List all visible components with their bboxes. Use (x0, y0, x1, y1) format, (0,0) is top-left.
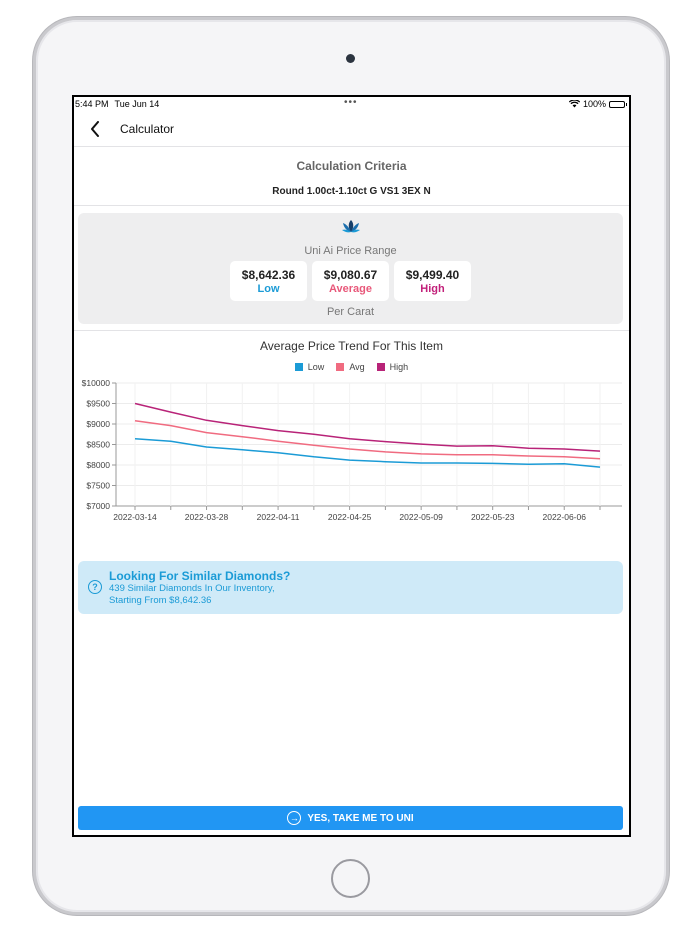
y-tick-label: $9500 (86, 399, 110, 409)
high-label: High (420, 282, 445, 295)
camera-icon (346, 54, 355, 63)
home-button[interactable] (331, 859, 370, 898)
average-label: Average (328, 282, 372, 295)
legend-label-high: High (389, 362, 409, 372)
page-title: Calculator (120, 121, 175, 136)
status-date: Tue Jun 14 (114, 99, 160, 109)
nav-bar: Calculator (74, 111, 629, 147)
price-box-high: $9,499.40 High (394, 261, 471, 301)
y-tick-label: $7500 (86, 481, 110, 491)
price-trend-chart: Average Price Trend For This Item Low Av… (74, 330, 629, 530)
chart-plot: $10000$9500$9000$8500$8000$7500$70002022… (82, 378, 622, 522)
app-screen: 5:44 PM Tue Jun 14 ••• 100% Calculator (74, 97, 629, 835)
take-me-to-uni-button[interactable]: → YES, TAKE ME TO UNI (78, 806, 623, 830)
legend-item-avg[interactable]: Avg (336, 362, 365, 372)
calculation-criteria: Calculation Criteria Round 1.00ct-1.10ct… (74, 148, 629, 206)
price-box-low: $8,642.36 Low (230, 261, 307, 301)
question-circle-icon: ? (88, 580, 102, 594)
average-price: $9,080.67 (323, 267, 378, 282)
y-tick-label: $9000 (86, 419, 110, 429)
x-tick-label: 2022-05-09 (399, 512, 443, 522)
x-tick-label: 2022-05-23 (471, 512, 515, 522)
legend-item-high[interactable]: High (376, 362, 409, 372)
multitask-dots-icon[interactable]: ••• (344, 97, 358, 108)
banner-inventory-count: 439 Similar Diamonds In Our Inventory, (109, 583, 275, 594)
arrow-right-circle-icon: → (287, 811, 302, 825)
status-indicators: 100% (568, 99, 627, 109)
y-tick-label: $10000 (82, 378, 111, 388)
legend-item-low[interactable]: Low (294, 362, 325, 372)
low-price: $8,642.36 (241, 267, 296, 282)
battery-percent: 100% (582, 99, 606, 109)
similar-diamonds-banner[interactable]: ? Looking For Similar Diamonds? 439 Simi… (78, 561, 623, 614)
status-bar: 5:44 PM Tue Jun 14 ••• 100% (74, 97, 629, 111)
criteria-value: Round 1.00ct-1.10ct G VS1 3EX N (272, 186, 431, 197)
series-line-avg (134, 419, 601, 460)
low-label: Low (257, 282, 280, 295)
x-tick-label: 2022-03-14 (113, 512, 157, 522)
banner-text: Looking For Similar Diamonds? 439 Simila… (109, 569, 290, 607)
legend-label-low: Low (307, 362, 325, 372)
back-button[interactable] (80, 114, 110, 144)
banner-starting-price: Starting From $8,642.36 (109, 595, 212, 606)
criteria-title: Calculation Criteria (296, 159, 407, 173)
y-tick-label: $8500 (86, 440, 110, 450)
x-tick-label: 2022-06-06 (542, 512, 586, 522)
legend-swatch-high (376, 363, 385, 371)
series-line-low (134, 438, 601, 468)
screen: 5:44 PM Tue Jun 14 ••• 100% Calculator (72, 95, 631, 837)
high-price: $9,499.40 (405, 267, 460, 282)
status-time: 5:44 PM (75, 99, 109, 109)
y-tick-label: $7000 (86, 501, 110, 511)
price-boxes: $8,642.36 Low $9,080.67 Average $9,499.4… (230, 261, 471, 301)
price-box-average: $9,080.67 Average (312, 261, 389, 301)
legend-label-avg: Avg (349, 362, 365, 372)
x-tick-label: 2022-03-28 (185, 512, 229, 522)
price-range-card: Uni Ai Price Range $8,642.36 Low $9,080.… (78, 213, 623, 324)
chart-title: Average Price Trend For This Item (260, 339, 443, 353)
x-tick-label: 2022-04-25 (328, 512, 372, 522)
battery-icon (609, 100, 627, 108)
price-range-title: Uni Ai Price Range (304, 245, 397, 257)
cta-label: YES, TAKE ME TO UNI (307, 812, 414, 824)
legend-swatch-low (294, 363, 303, 371)
y-tick-label: $8000 (86, 460, 110, 470)
x-tick-label: 2022-04-11 (257, 512, 300, 522)
legend-swatch-avg (336, 363, 345, 371)
lotus-logo-icon (342, 220, 360, 233)
per-carat-label: Per Carat (326, 306, 375, 318)
series-line-high (134, 402, 601, 452)
chevron-left-icon (91, 120, 99, 137)
chart-legend: Low Avg High (74, 362, 629, 372)
wifi-icon (568, 100, 580, 108)
banner-title: Looking For Similar Diamonds? (109, 569, 291, 583)
